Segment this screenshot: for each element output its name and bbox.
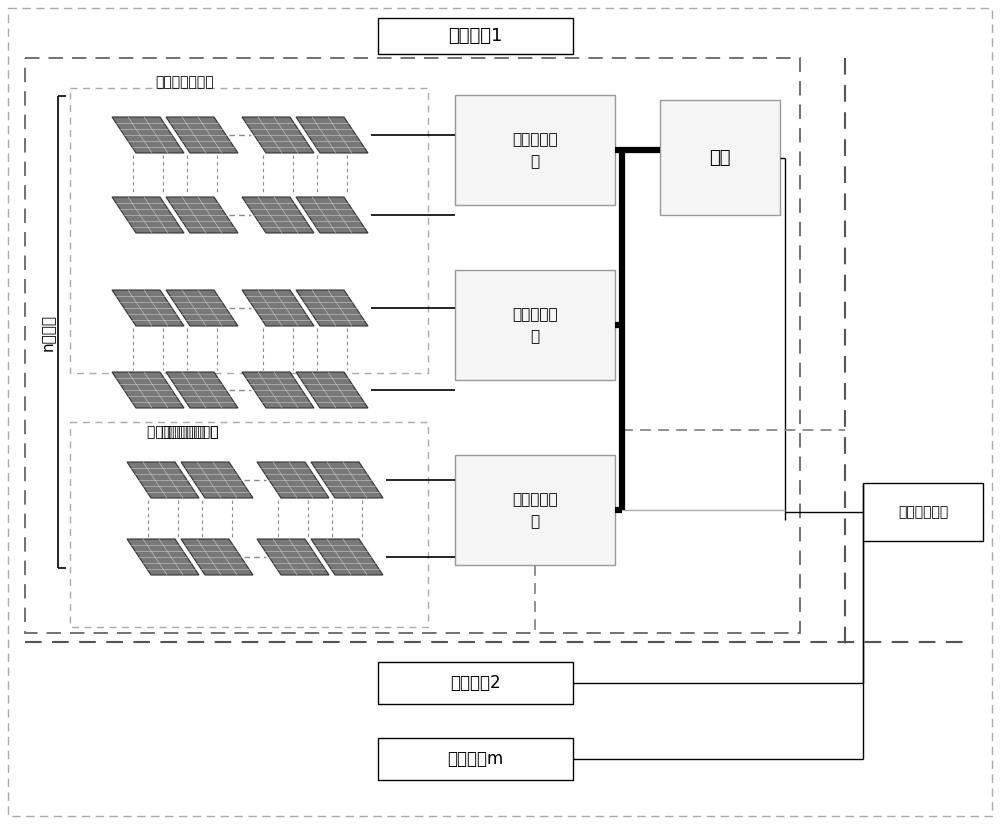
Text: 组串式逆变: 组串式逆变	[512, 133, 558, 147]
Bar	[455, 455, 615, 565]
Text: 组串式逆变: 组串式逆变	[512, 307, 558, 322]
Polygon shape	[166, 290, 238, 326]
Polygon shape	[112, 197, 184, 233]
Text: 发电单元m: 发电单元m	[447, 750, 504, 768]
Bar	[378, 662, 573, 704]
Bar	[455, 95, 615, 205]
Polygon shape	[242, 197, 314, 233]
Bar	[70, 422, 428, 627]
Bar	[455, 270, 615, 380]
Text: 器: 器	[530, 155, 540, 170]
Text: 器: 器	[530, 514, 540, 530]
Bar	[378, 18, 573, 54]
Polygon shape	[311, 462, 383, 498]
Polygon shape	[296, 372, 368, 408]
Polygon shape	[127, 462, 199, 498]
Text: 光伏电池板组串: 光伏电池板组串	[161, 425, 219, 439]
Text: 器: 器	[530, 330, 540, 344]
Text: 光伏电池板组串: 光伏电池板组串	[156, 75, 214, 89]
Polygon shape	[242, 117, 314, 153]
Text: 发电单剸2: 发电单剸2	[450, 674, 501, 692]
Polygon shape	[257, 462, 329, 498]
Polygon shape	[112, 117, 184, 153]
Polygon shape	[112, 290, 184, 326]
Bar	[378, 738, 573, 780]
Text: 发电单剸1: 发电单剸1	[448, 27, 503, 45]
Polygon shape	[311, 539, 383, 575]
Polygon shape	[166, 117, 238, 153]
Text: 电网: 电网	[709, 148, 731, 166]
Text: 组串式逆变: 组串式逆变	[512, 493, 558, 508]
Polygon shape	[296, 197, 368, 233]
Bar	[863, 483, 983, 541]
Polygon shape	[242, 290, 314, 326]
Polygon shape	[242, 372, 314, 408]
Polygon shape	[166, 197, 238, 233]
Polygon shape	[112, 372, 184, 408]
Polygon shape	[296, 290, 368, 326]
Polygon shape	[127, 539, 199, 575]
Text: n个组串: n个组串	[40, 313, 56, 350]
Bar	[660, 100, 780, 215]
Bar	[70, 88, 428, 373]
Polygon shape	[296, 117, 368, 153]
Polygon shape	[181, 539, 253, 575]
Bar	[25, 58, 800, 633]
Polygon shape	[166, 372, 238, 408]
Text: 数据采集装置: 数据采集装置	[898, 505, 948, 519]
Polygon shape	[257, 539, 329, 575]
Polygon shape	[181, 462, 253, 498]
Text: 光伏电池板组串 ｜: 光伏电池板组串 ｜	[147, 425, 219, 439]
